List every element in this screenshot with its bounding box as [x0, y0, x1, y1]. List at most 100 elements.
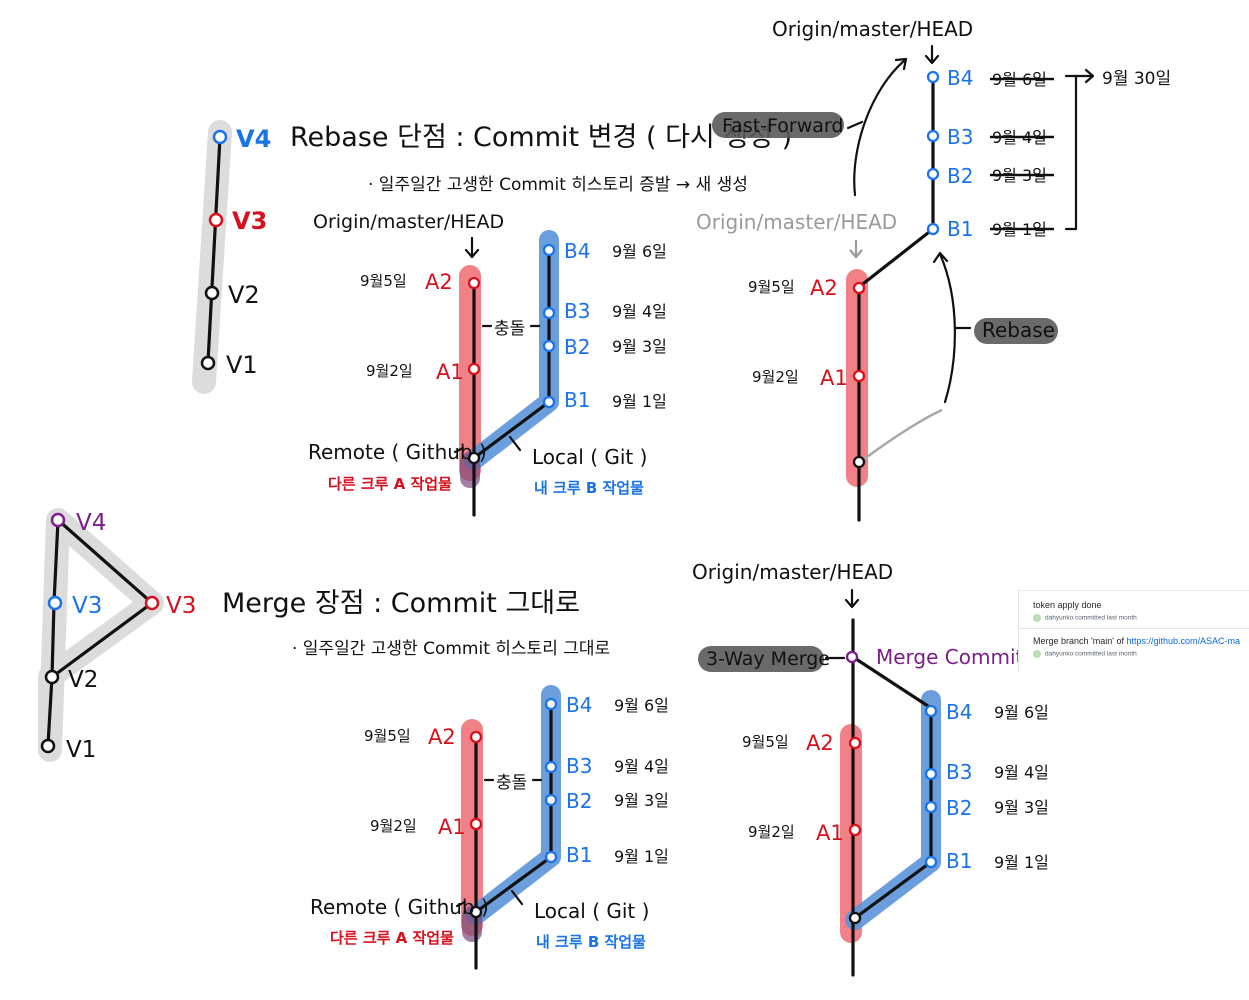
b3-node — [542, 306, 556, 320]
b2-label: B2 — [946, 796, 972, 820]
head-top-arrow — [924, 44, 940, 65]
rebase-before-graph: Origin/master/HEAD A2 A1 9월5일 9월2일 B4 B3… — [308, 211, 667, 517]
fast-forward-arrow — [853, 57, 908, 197]
b1-node — [542, 395, 556, 409]
a2-node — [467, 276, 481, 290]
b1-label: B1 — [564, 388, 590, 412]
b1-node — [544, 850, 558, 864]
head-label: Origin/master/HEAD — [692, 560, 893, 584]
rebase-after-graph: Origin/master/HEAD Origin/master/HEAD A2… — [696, 17, 1171, 522]
commit-meta: dahyunko committed last month — [1033, 650, 1249, 658]
b2-date: 9월 3일 — [612, 337, 667, 356]
a2-label: A2 — [428, 725, 456, 749]
merge-bullet: · 일주일간 고생한 Commit 히스토리 그대로 — [292, 639, 610, 659]
fast-forward-pointer — [846, 120, 864, 130]
commit-row[interactable]: Merge branch 'main' of https://github.co… — [1033, 636, 1249, 658]
old-base-link — [859, 408, 943, 464]
base-node — [467, 451, 481, 465]
b2-node — [926, 167, 940, 181]
v2-node — [204, 285, 220, 301]
b3-label: B3 — [946, 760, 972, 784]
commit-row[interactable]: token apply done dahyunko committed last… — [1033, 600, 1249, 622]
v3-left-node — [47, 595, 63, 611]
remote-label: Remote ( Github ) — [310, 895, 489, 919]
a1-date: 9월2일 — [748, 823, 795, 841]
b1-label: B1 — [946, 849, 972, 873]
local-band — [464, 230, 559, 470]
v1-label: V1 — [66, 737, 96, 763]
rebase-bullet: · 일주일간 고생한 Commit 히스토리 증발 → 새 생성 — [368, 175, 748, 195]
remote-sub: 다른 크루 A 작업물 — [328, 475, 452, 493]
merge-before-graph: A2 A1 9월5일 9월2일 B4 B3 B2 B1 9월 6일 9월 4일 … — [310, 685, 669, 970]
version-chain-top: V4 V3 V2 V1 — [192, 120, 271, 394]
local-label: Local ( Git ) — [532, 445, 647, 469]
a2-date: 9월5일 — [748, 278, 795, 296]
a1-date: 9월2일 — [366, 362, 413, 380]
v4-label: V4 — [76, 510, 106, 536]
b3-label: B3 — [564, 299, 590, 323]
b2-label: B2 — [566, 789, 592, 813]
b1-label: B1 — [947, 217, 973, 241]
merge-title: Merge 장점 : Commit 그대로 — [222, 588, 580, 619]
local-pointer — [508, 435, 522, 452]
a1-label: A1 — [436, 360, 464, 384]
conflict-label: 충돌 — [494, 319, 525, 339]
v2-label: V2 — [228, 281, 260, 309]
v1-node — [200, 355, 216, 371]
rebase-highlight — [974, 318, 1058, 344]
v4-node — [212, 129, 228, 145]
b4-node — [926, 70, 940, 84]
b4-node — [924, 704, 938, 718]
a2-label: A2 — [810, 276, 838, 300]
commit-link[interactable]: https://github.com/ASAC-ma — [1126, 636, 1241, 646]
b4-label: B4 — [566, 693, 592, 717]
b4-label: B4 — [946, 700, 972, 724]
b1-node — [924, 855, 938, 869]
b4-date: 9월 6일 — [612, 242, 667, 261]
v3-right-node — [144, 595, 160, 611]
a2-node — [852, 281, 866, 295]
b4-label: B4 — [947, 66, 973, 90]
b4-date: 9월 6일 — [614, 696, 669, 715]
commit-title[interactable]: Merge branch 'main' of https://github.co… — [1033, 636, 1249, 646]
b4-node — [544, 697, 558, 711]
b4-node — [542, 243, 556, 257]
b2-node — [542, 339, 556, 353]
remote-pointer — [455, 900, 467, 908]
v3-node — [208, 212, 224, 228]
a1-label: A1 — [438, 815, 466, 839]
commit-title[interactable]: token apply done — [1033, 600, 1102, 610]
merge-commit-node — [845, 650, 859, 664]
commit-divider — [1019, 628, 1249, 629]
b3-date: 9월 4일 — [612, 302, 667, 321]
a1-node — [469, 817, 483, 831]
a2-label: A2 — [425, 270, 453, 294]
a2-label: A2 — [806, 731, 834, 755]
date-bracket — [1064, 74, 1078, 231]
three-way-highlight — [698, 646, 824, 672]
avatar — [1033, 614, 1041, 622]
a1-label: A1 — [820, 366, 848, 390]
b3-node — [924, 767, 938, 781]
a2-date: 9월5일 — [364, 727, 411, 745]
v2-node — [44, 669, 60, 685]
commit-meta-text: dahyunko committed last month — [1045, 614, 1137, 622]
local-label: Local ( Git ) — [534, 899, 649, 923]
head-old-arrow — [849, 240, 863, 259]
b4-date: 9월 6일 — [994, 703, 1049, 722]
triangle-left — [46, 518, 60, 747]
a1-node — [467, 362, 481, 376]
fast-forward-label: Fast-Forward — [722, 115, 843, 137]
a2-node — [848, 736, 862, 750]
b1-node — [926, 222, 940, 236]
b2-label: B2 — [564, 335, 590, 359]
rebase-label: Rebase — [982, 318, 1055, 342]
local-band — [845, 690, 941, 930]
a1-date: 9월2일 — [370, 817, 417, 835]
commit-title-prefix: Merge branch 'main' of — [1033, 636, 1127, 646]
b1-date: 9월 1일 — [612, 392, 667, 411]
v4-label: V4 — [236, 125, 271, 153]
triangle-band — [38, 508, 164, 762]
b3-date: 9월 4일 — [614, 757, 669, 776]
